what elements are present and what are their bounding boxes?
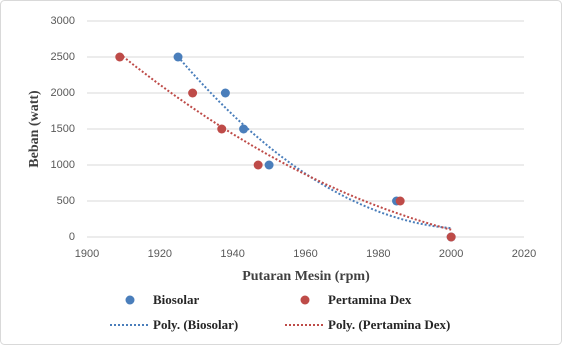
legend-marker — [300, 295, 310, 305]
x-tick-label: 2020 — [512, 248, 536, 260]
y-tick-label: 2500 — [51, 51, 75, 63]
y-tick-label: 1000 — [51, 159, 75, 171]
y-axis-title: Beban (watt) — [27, 90, 42, 168]
legend-label: Poly. (Pertamina Dex) — [328, 317, 450, 332]
point — [188, 88, 198, 98]
y-tick-label: 1500 — [51, 123, 75, 135]
x-axis-title: Putaran Mesin (rpm) — [242, 269, 370, 284]
y-tick-label: 0 — [69, 231, 75, 243]
point — [253, 160, 263, 170]
y-tick-label: 3000 — [51, 15, 75, 27]
x-tick-label: 2000 — [439, 248, 463, 260]
legend-marker — [125, 295, 135, 305]
point — [446, 232, 456, 242]
x-tick-label: 1960 — [293, 248, 317, 260]
legend-label: Poly. (Biosolar) — [153, 317, 238, 332]
point — [395, 196, 405, 206]
point — [115, 52, 125, 62]
point — [239, 124, 249, 134]
x-tick-label: 1920 — [148, 248, 172, 260]
legend-label: Biosolar — [153, 292, 199, 307]
x-tick-label: 1940 — [220, 248, 244, 260]
y-tick-label: 2000 — [51, 87, 75, 99]
point — [173, 52, 183, 62]
y-tick-label: 500 — [57, 195, 75, 207]
x-tick-label: 1980 — [366, 248, 390, 260]
point — [220, 88, 230, 98]
x-tick-label: 1900 — [75, 248, 99, 260]
point — [217, 124, 227, 134]
legend-label: Pertamina Dex — [328, 292, 412, 307]
point — [264, 160, 274, 170]
trendline — [119, 53, 452, 231]
